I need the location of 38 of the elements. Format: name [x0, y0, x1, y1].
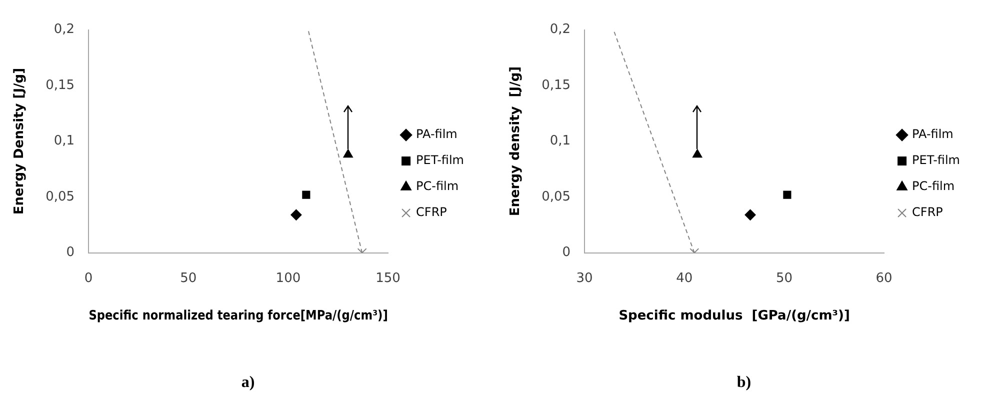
- x-tick-label: 60: [876, 270, 892, 286]
- point: [290, 209, 302, 220]
- x-tick-label: 50: [776, 270, 792, 286]
- x-tick-label: 100: [276, 270, 301, 286]
- legend-label: CFRP: [912, 205, 943, 220]
- x-tick-label: 50: [180, 270, 197, 286]
- y-tick-label: 0,05: [542, 189, 571, 204]
- y-tick-label: 0,05: [46, 189, 75, 204]
- legend-label: PC-film: [912, 179, 955, 194]
- point: [783, 190, 792, 199]
- y-tick-label: 0: [562, 245, 571, 260]
- x-axis-title: Specific modulus [GPa/(g/cm³)]: [618, 308, 850, 324]
- point: [744, 209, 756, 220]
- legend-label: PET-film: [416, 153, 464, 168]
- x-tick-label: 40: [676, 270, 693, 286]
- point: [302, 190, 310, 199]
- legend-label: CFRP: [416, 205, 447, 220]
- x-tick-label: 0: [84, 270, 93, 286]
- legend-label: PC-film: [416, 179, 459, 194]
- y-tick-label: 0,2: [54, 22, 75, 38]
- y-axis-title: Energy density [J/g]: [508, 66, 524, 216]
- x-tick-label: 150: [376, 270, 400, 286]
- point: [692, 149, 702, 158]
- x-axis-title: Specific normalized tearing force[MPa/(g/cm³)]: [88, 308, 388, 323]
- text: a): [240, 374, 256, 392]
- point: [343, 149, 353, 158]
- y-tick-label: 0,15: [542, 78, 571, 93]
- y-tick-label: 0,15: [46, 78, 75, 93]
- y-tick-label: 0: [66, 245, 75, 260]
- y-tick-label: 0,1: [550, 134, 571, 149]
- text: b): [736, 374, 752, 392]
- y-tick-label: 0,2: [550, 22, 571, 38]
- legend-label: PET-film: [912, 153, 960, 168]
- legend-label: PA-film: [912, 127, 954, 142]
- y-tick-label: 0,1: [54, 134, 75, 149]
- legend-label: PA-film: [416, 127, 458, 142]
- x-tick-label: 30: [576, 270, 593, 286]
- y-axis-title: Energy Density [J/g]: [12, 68, 28, 215]
